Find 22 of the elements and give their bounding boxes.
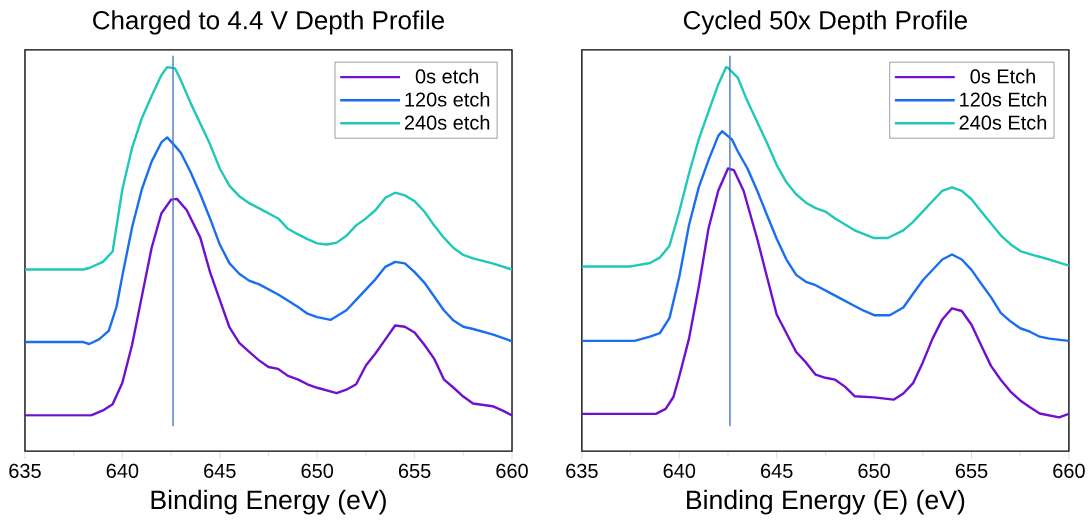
x-axis-title: Binding Energy (eV) bbox=[151, 489, 386, 515]
legend-label: 120s Etch bbox=[960, 91, 1047, 107]
chart-title: Cycled 50x Depth Profile bbox=[683, 10, 967, 35]
x-tick-label: 640 bbox=[663, 463, 696, 478]
x-tick-label: 650 bbox=[858, 463, 890, 478]
chart-title: Charged to 4.4 V Depth Profile bbox=[93, 10, 444, 35]
x-tick-label: 650 bbox=[301, 463, 334, 478]
x-tick-label: 635 bbox=[566, 463, 598, 478]
x-tick-label: 645 bbox=[761, 463, 793, 478]
x-tick-label: 645 bbox=[204, 463, 236, 478]
legend-label: 120s etch bbox=[405, 91, 490, 107]
x-tick-label: 655 bbox=[955, 463, 988, 478]
x-axis-title: Binding Energy (E) (eV) bbox=[687, 489, 965, 515]
legend-label: 0s etch bbox=[415, 68, 479, 84]
legend-label: 0s Etch bbox=[970, 68, 1035, 84]
x-tick-label: 635 bbox=[9, 463, 41, 478]
legend-label: 240s Etch bbox=[959, 115, 1047, 130]
x-tick-label: 655 bbox=[398, 463, 431, 478]
x-tick-label: 660 bbox=[1053, 463, 1085, 478]
legend-label: 240s etch bbox=[404, 115, 490, 130]
x-tick-label: 640 bbox=[106, 463, 139, 478]
x-tick-label: 660 bbox=[496, 463, 528, 478]
